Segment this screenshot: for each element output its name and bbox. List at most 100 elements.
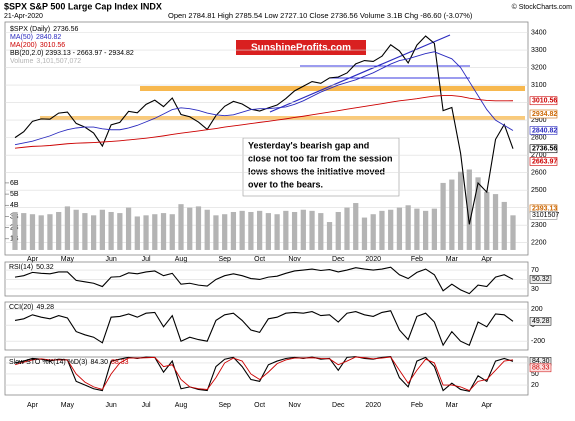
- sto-frame: [4, 356, 529, 396]
- date: 21-Apr-2020: [4, 13, 43, 20]
- y-tick-label: 30: [531, 286, 539, 293]
- volume-bar: [204, 209, 210, 250]
- volume-bar: [274, 214, 280, 250]
- support-zone: [40, 116, 525, 120]
- volume-bar: [431, 208, 437, 250]
- y-tick-label: 200: [531, 306, 543, 313]
- volume-bar: [29, 214, 36, 250]
- y-tick-label: 50: [531, 371, 539, 378]
- volume-bar: [457, 171, 464, 250]
- volume-bar: [370, 214, 376, 250]
- panel-title: RSI(14): [9, 264, 33, 271]
- volume-bar: [239, 210, 245, 250]
- volume-bar: [21, 213, 27, 250]
- panel-legend: Slow STO %K(14) %D(3) 84.30 88.33: [9, 359, 129, 366]
- volume-bar: [309, 210, 315, 250]
- volume-bar: [300, 209, 306, 250]
- x-tick-label: Jul: [142, 402, 151, 409]
- volume-bar: [160, 213, 167, 250]
- legend-name: $SPX (Daily): [10, 26, 50, 33]
- y-tick-label: 0: [531, 322, 535, 329]
- volume-bar: [195, 206, 202, 250]
- x-tick-label: Oct: [254, 402, 265, 409]
- x-tick-label: Dec: [332, 402, 345, 409]
- x-tick-label: Nov: [288, 402, 301, 409]
- x-tick-label: Jun: [105, 402, 116, 409]
- price-label-box: [529, 144, 558, 154]
- price-label-box: [529, 126, 558, 135]
- legend-value: 3,101,507,072: [36, 58, 81, 65]
- last-value-box: [529, 363, 552, 373]
- source: © StockCharts.com: [512, 3, 573, 11]
- cci-frame: [4, 301, 529, 351]
- x-tick-label: May: [61, 402, 75, 409]
- legend-name: MA(200): [10, 42, 37, 49]
- volume-bar: [248, 211, 254, 250]
- y-tick-label: 3200: [531, 64, 547, 71]
- volume-bar: [257, 210, 263, 250]
- volume-bar: [283, 210, 289, 250]
- last-value: 49.28: [532, 318, 550, 325]
- x-tick-label: Dec: [332, 256, 345, 263]
- series-line: [14, 356, 514, 392]
- volume-bar: [423, 210, 429, 250]
- annotation: over to the bears.: [248, 179, 323, 189]
- volume-bar: [230, 211, 237, 250]
- volume-bar: [82, 213, 88, 250]
- volume-bar: [396, 207, 403, 250]
- series-line: [14, 356, 514, 392]
- last-value: 50.32: [532, 276, 550, 283]
- price-label-box: [529, 109, 558, 119]
- logo: SunshineProfits.com: [251, 43, 351, 54]
- volume-bar: [388, 209, 394, 250]
- x-tick-label: Apr: [481, 402, 493, 409]
- volume-bar: [134, 216, 140, 250]
- panel-title: CCI(20): [9, 304, 34, 311]
- last-value-box: [529, 275, 552, 284]
- legend-entry: BB(20,2.0) 2393.13 - 2663.97 - 2934.82: [10, 50, 134, 57]
- panel-value: 50.32: [36, 264, 54, 271]
- quote: Open 2784.81 High 2785.54 Low 2727.10 Cl…: [168, 11, 473, 20]
- volume-bar: [291, 211, 298, 250]
- volume-bar: [344, 207, 350, 250]
- volume-bar: [169, 214, 175, 250]
- volume-bar: [99, 209, 105, 250]
- x-tick-label: Feb: [411, 402, 423, 409]
- volume-bar: [73, 209, 79, 250]
- legend-name: Volume: [10, 58, 33, 65]
- rsi-frame: [4, 261, 529, 297]
- x-tick-label: Feb: [411, 256, 423, 263]
- volume-bar: [125, 207, 132, 250]
- y2-tick-label: 4B: [10, 202, 19, 209]
- y-tick-label: 2300: [531, 222, 547, 229]
- volume-bar: [335, 211, 341, 250]
- volume-bar: [265, 213, 271, 250]
- x-tick-label: Apr: [27, 402, 39, 409]
- volume-bar: [38, 215, 44, 250]
- y2-tick-label: 5B: [10, 191, 19, 198]
- panel-legend: RSI(14) 50.32: [9, 264, 54, 271]
- volume-bar: [353, 203, 359, 250]
- legend-name: MA(50): [10, 34, 33, 41]
- price-label: 2663.97: [532, 158, 557, 165]
- x-tick-label: 2020: [365, 402, 381, 409]
- volume-bar: [492, 194, 499, 250]
- volume-bar: [64, 206, 71, 250]
- volume-label: 3101507: [532, 212, 559, 219]
- legend-value: 3010.56: [40, 42, 65, 49]
- annotation: Yesterday's bearish gap and: [248, 140, 369, 150]
- volume-bar: [47, 214, 53, 250]
- trend-line: [269, 34, 451, 113]
- y-tick-label: 2700: [531, 152, 547, 159]
- y-tick-label: 2800: [531, 134, 547, 141]
- legend-value: 2736.56: [53, 26, 78, 33]
- price-label: 3010.56: [532, 98, 557, 105]
- x-tick-label: Apr: [481, 256, 493, 263]
- volume-bar: [213, 215, 219, 250]
- panel-value: 49.28: [37, 304, 55, 311]
- y-tick-label: 3100: [531, 82, 547, 89]
- y2-tick-label: 6B: [10, 180, 19, 187]
- logo-box: [236, 40, 366, 55]
- x-tick-label: Nov: [288, 256, 301, 263]
